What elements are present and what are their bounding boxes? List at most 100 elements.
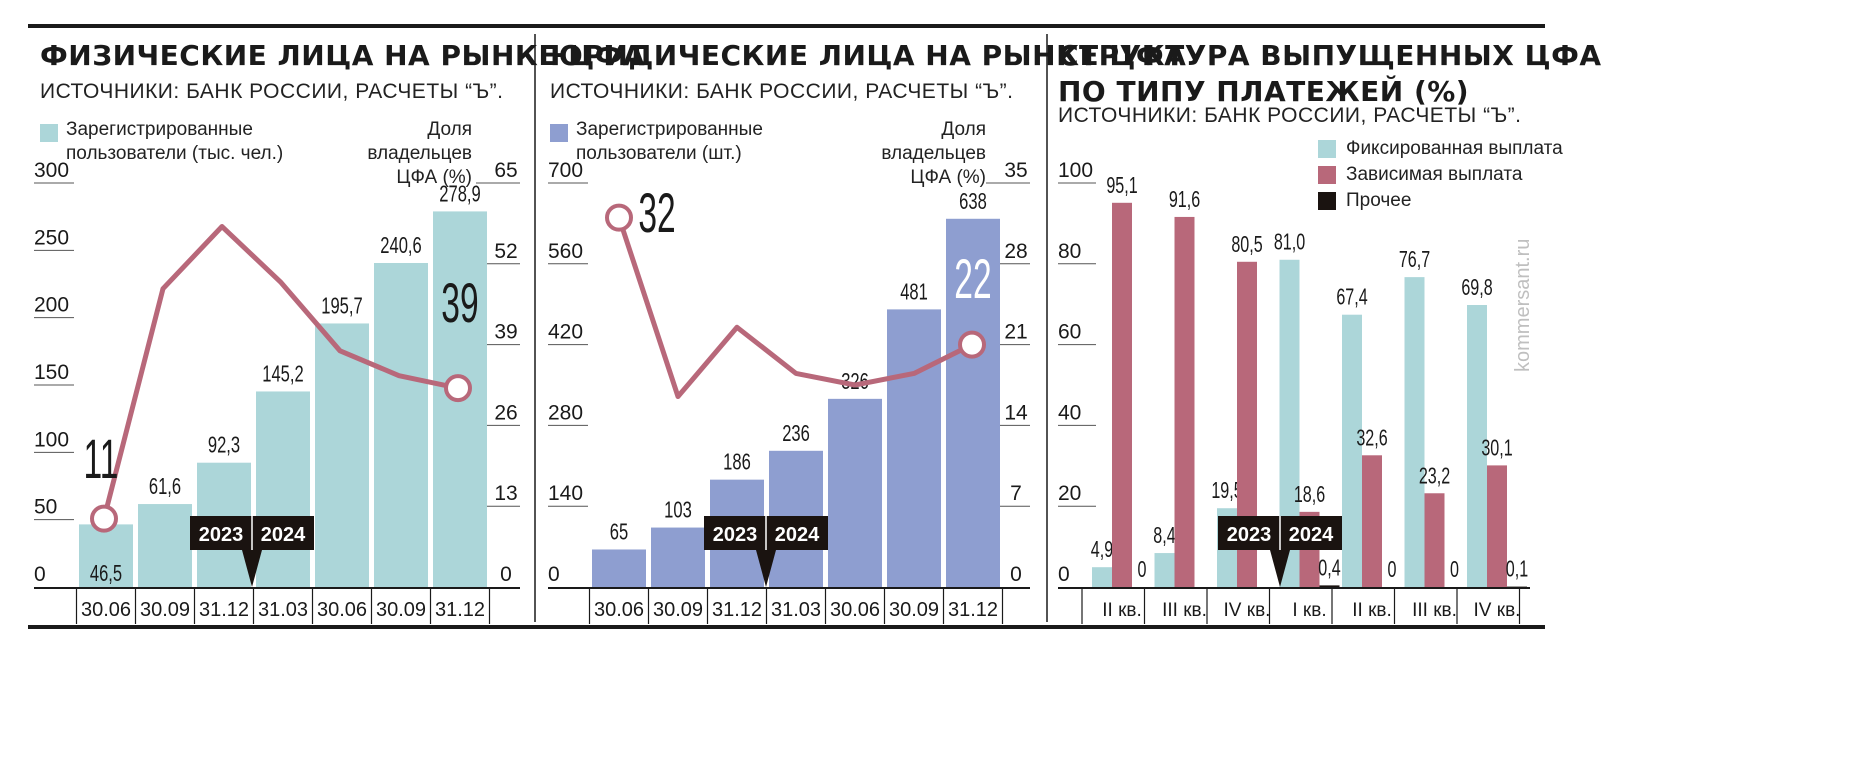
panel2-ytick-left-label: 700 <box>548 159 583 182</box>
panel3-bar-fixed <box>1467 305 1487 587</box>
panel3-bar-dependent <box>1237 261 1257 587</box>
panel2-share-label: 22 <box>954 247 991 310</box>
panel3-bar-label: 0,1 <box>1506 557 1528 582</box>
panel1-legend-line: Доля владельцев ЦФА (%) <box>334 118 472 190</box>
panel3-title-line2: ПО ТИПУ ПЛАТЕЖЕЙ (%) <box>1058 75 1470 108</box>
panel2-bar-label: 638 <box>959 189 987 214</box>
panel3-ytick-label: 100 <box>1058 159 1093 182</box>
panel2-bar-label: 186 <box>723 450 751 475</box>
panel3-bar-dependent <box>1362 455 1382 587</box>
panel1-source: ИСТОЧНИКИ: БАНК РОССИИ, РАСЧЕТЫ “Ъ”. <box>40 80 504 103</box>
panel3-bar-label: 69,8 <box>1461 275 1492 300</box>
panel1-bar <box>256 391 310 587</box>
panel2-ytick-right-label: 7 <box>1010 482 1022 505</box>
panel3-source: ИСТОЧНИКИ: БАНК РОССИИ, РАСЧЕТЫ “Ъ”. <box>1058 104 1522 127</box>
panel1-legend-bar-swatch <box>40 124 58 142</box>
panel2-bar-label: 103 <box>664 498 692 523</box>
panel1-share-marker <box>90 504 118 533</box>
panel3-xtick-label: I кв. <box>1292 600 1326 621</box>
panel1-ytick-right-label: 13 <box>494 482 517 505</box>
panel3-bar-dependent <box>1424 493 1445 587</box>
panel3-ytick-label: 40 <box>1058 401 1081 424</box>
panel1-ytick-left-label: 0 <box>34 563 46 586</box>
panel2-xtick-label: 30.06 <box>830 599 880 621</box>
panel1-share-label: 11 <box>84 427 119 490</box>
panel3-bar-other <box>1319 585 1340 587</box>
panel3-year-2023: 2023 <box>1227 524 1272 546</box>
panel3-bar-dependent <box>1487 465 1507 587</box>
panel2-ytick-left-label: 140 <box>548 482 583 505</box>
panel1-bar <box>315 323 369 587</box>
panel1-xtick-label: 31.03 <box>258 599 308 621</box>
panel2-xtick-label: 31.12 <box>948 599 998 621</box>
panel2-bar <box>887 309 941 587</box>
panel1-year-pointer <box>242 550 262 587</box>
panel1-bar <box>79 524 133 587</box>
panel1-ytick-right-label: 65 <box>494 159 517 182</box>
panel1-bar <box>138 504 192 587</box>
panel3-bar-label: 0 <box>1388 557 1397 582</box>
panel3-title: СТРУКТУРА ВЫПУЩЕННЫХ ЦФА ПО ТИПУ ПЛАТЕЖЕ… <box>1058 38 1602 110</box>
panel2-title: ЮРИДИЧЕСКИЕ ЛИЦА НА РЫНКЕ ЦФА <box>550 39 1187 72</box>
panel2-year-pointer <box>756 550 776 587</box>
panel3-bar-label: 23,2 <box>1419 464 1450 489</box>
panel1-ytick-left-label: 100 <box>34 428 69 451</box>
panel2-ytick-left-label: 420 <box>548 321 583 344</box>
panel1-ytick-left-label: 300 <box>34 159 69 182</box>
panel3-bar-fixed <box>1092 567 1112 587</box>
panel1-ytick-left-label: 250 <box>34 226 69 249</box>
panel2-xtick-label: 31.12 <box>712 599 762 621</box>
panel2-legend-bar-line2: пользователи (шт.) <box>576 143 742 164</box>
panel3-bar-label: 0,4 <box>1318 556 1340 581</box>
panel3-bar-label: 0 <box>1138 557 1147 582</box>
panel1-legend-bar-line2: пользователи (тыс. чел.) <box>66 143 284 164</box>
panel1-bar-label: 195,7 <box>321 294 362 319</box>
panel2-year-2023: 2023 <box>713 524 758 546</box>
panel1-title: ФИЗИЧЕСКИЕ ЛИЦА НА РЫНКЕ ЦФА <box>40 39 646 72</box>
panel2-xtick-label: 30.09 <box>889 599 939 621</box>
panel1-xtick-label: 30.09 <box>140 599 190 621</box>
panel1-xtick-label: 30.06 <box>317 599 367 621</box>
panel2-bar <box>828 398 882 587</box>
panel2-legend-line-line1: Доля владельцев <box>881 119 986 164</box>
panel3-bar-label: 18,6 <box>1294 482 1325 507</box>
panel3-year-2024: 2024 <box>1289 524 1334 546</box>
panel1-ytick-right-label: 52 <box>494 240 517 263</box>
panel2-source: ИСТОЧНИКИ: БАНК РОССИИ, РАСЧЕТЫ “Ъ”. <box>550 80 1014 103</box>
panel3-bar-label: 0 <box>1450 557 1459 582</box>
panel2-legend-line: Доля владельцев ЦФА (%) <box>846 118 986 190</box>
panel2-year-2024: 2024 <box>775 524 820 546</box>
panel2-ytick-right-label: 28 <box>1004 240 1027 263</box>
panel3-legend-fixed-swatch <box>1318 140 1336 158</box>
panel3-xtick-label: III кв. <box>1162 600 1207 621</box>
panel3-bar-fixed <box>1154 553 1175 587</box>
panel2-ytick-left-label: 560 <box>548 240 583 263</box>
panel2-bar-label: 481 <box>900 280 928 305</box>
panel3-bar-label: 95,1 <box>1106 173 1137 198</box>
panel2-share-label: 32 <box>638 181 675 244</box>
panel1-ytick-left-label: 200 <box>34 294 69 317</box>
panel2-ytick-right-label: 35 <box>1004 159 1027 182</box>
panel2-bar-label: 236 <box>782 421 810 446</box>
panel1-bar-label: 240,6 <box>380 233 421 258</box>
panel3-bar-label: 32,6 <box>1356 426 1387 451</box>
panel2-bar <box>946 218 1000 588</box>
panel1-legend-line-line2: ЦФА (%) <box>396 167 472 188</box>
panel3-bar-label: 76,7 <box>1399 247 1430 272</box>
panel3-bar-label: 91,6 <box>1169 187 1200 212</box>
panel3-legend-other: Прочее <box>1346 190 1412 211</box>
panel3-xtick-label: II кв. <box>1352 600 1392 621</box>
panel1-share-label: 39 <box>441 271 478 334</box>
panel2-ytick-left-label: 280 <box>548 401 583 424</box>
panel1-bar-label: 145,2 <box>262 362 303 387</box>
panel1-xtick-label: 31.12 <box>435 599 485 621</box>
panel3-bar-label: 8,4 <box>1153 523 1175 548</box>
panel3-bar-label: 81,0 <box>1274 230 1305 255</box>
panel2-bar-label: 65 <box>610 520 628 545</box>
panel2-bar <box>651 527 705 587</box>
panel3-year-pointer <box>1270 550 1290 587</box>
panel3-xtick-label: IV кв. <box>1224 600 1271 621</box>
panel3-bar-label: 30,1 <box>1481 436 1512 461</box>
